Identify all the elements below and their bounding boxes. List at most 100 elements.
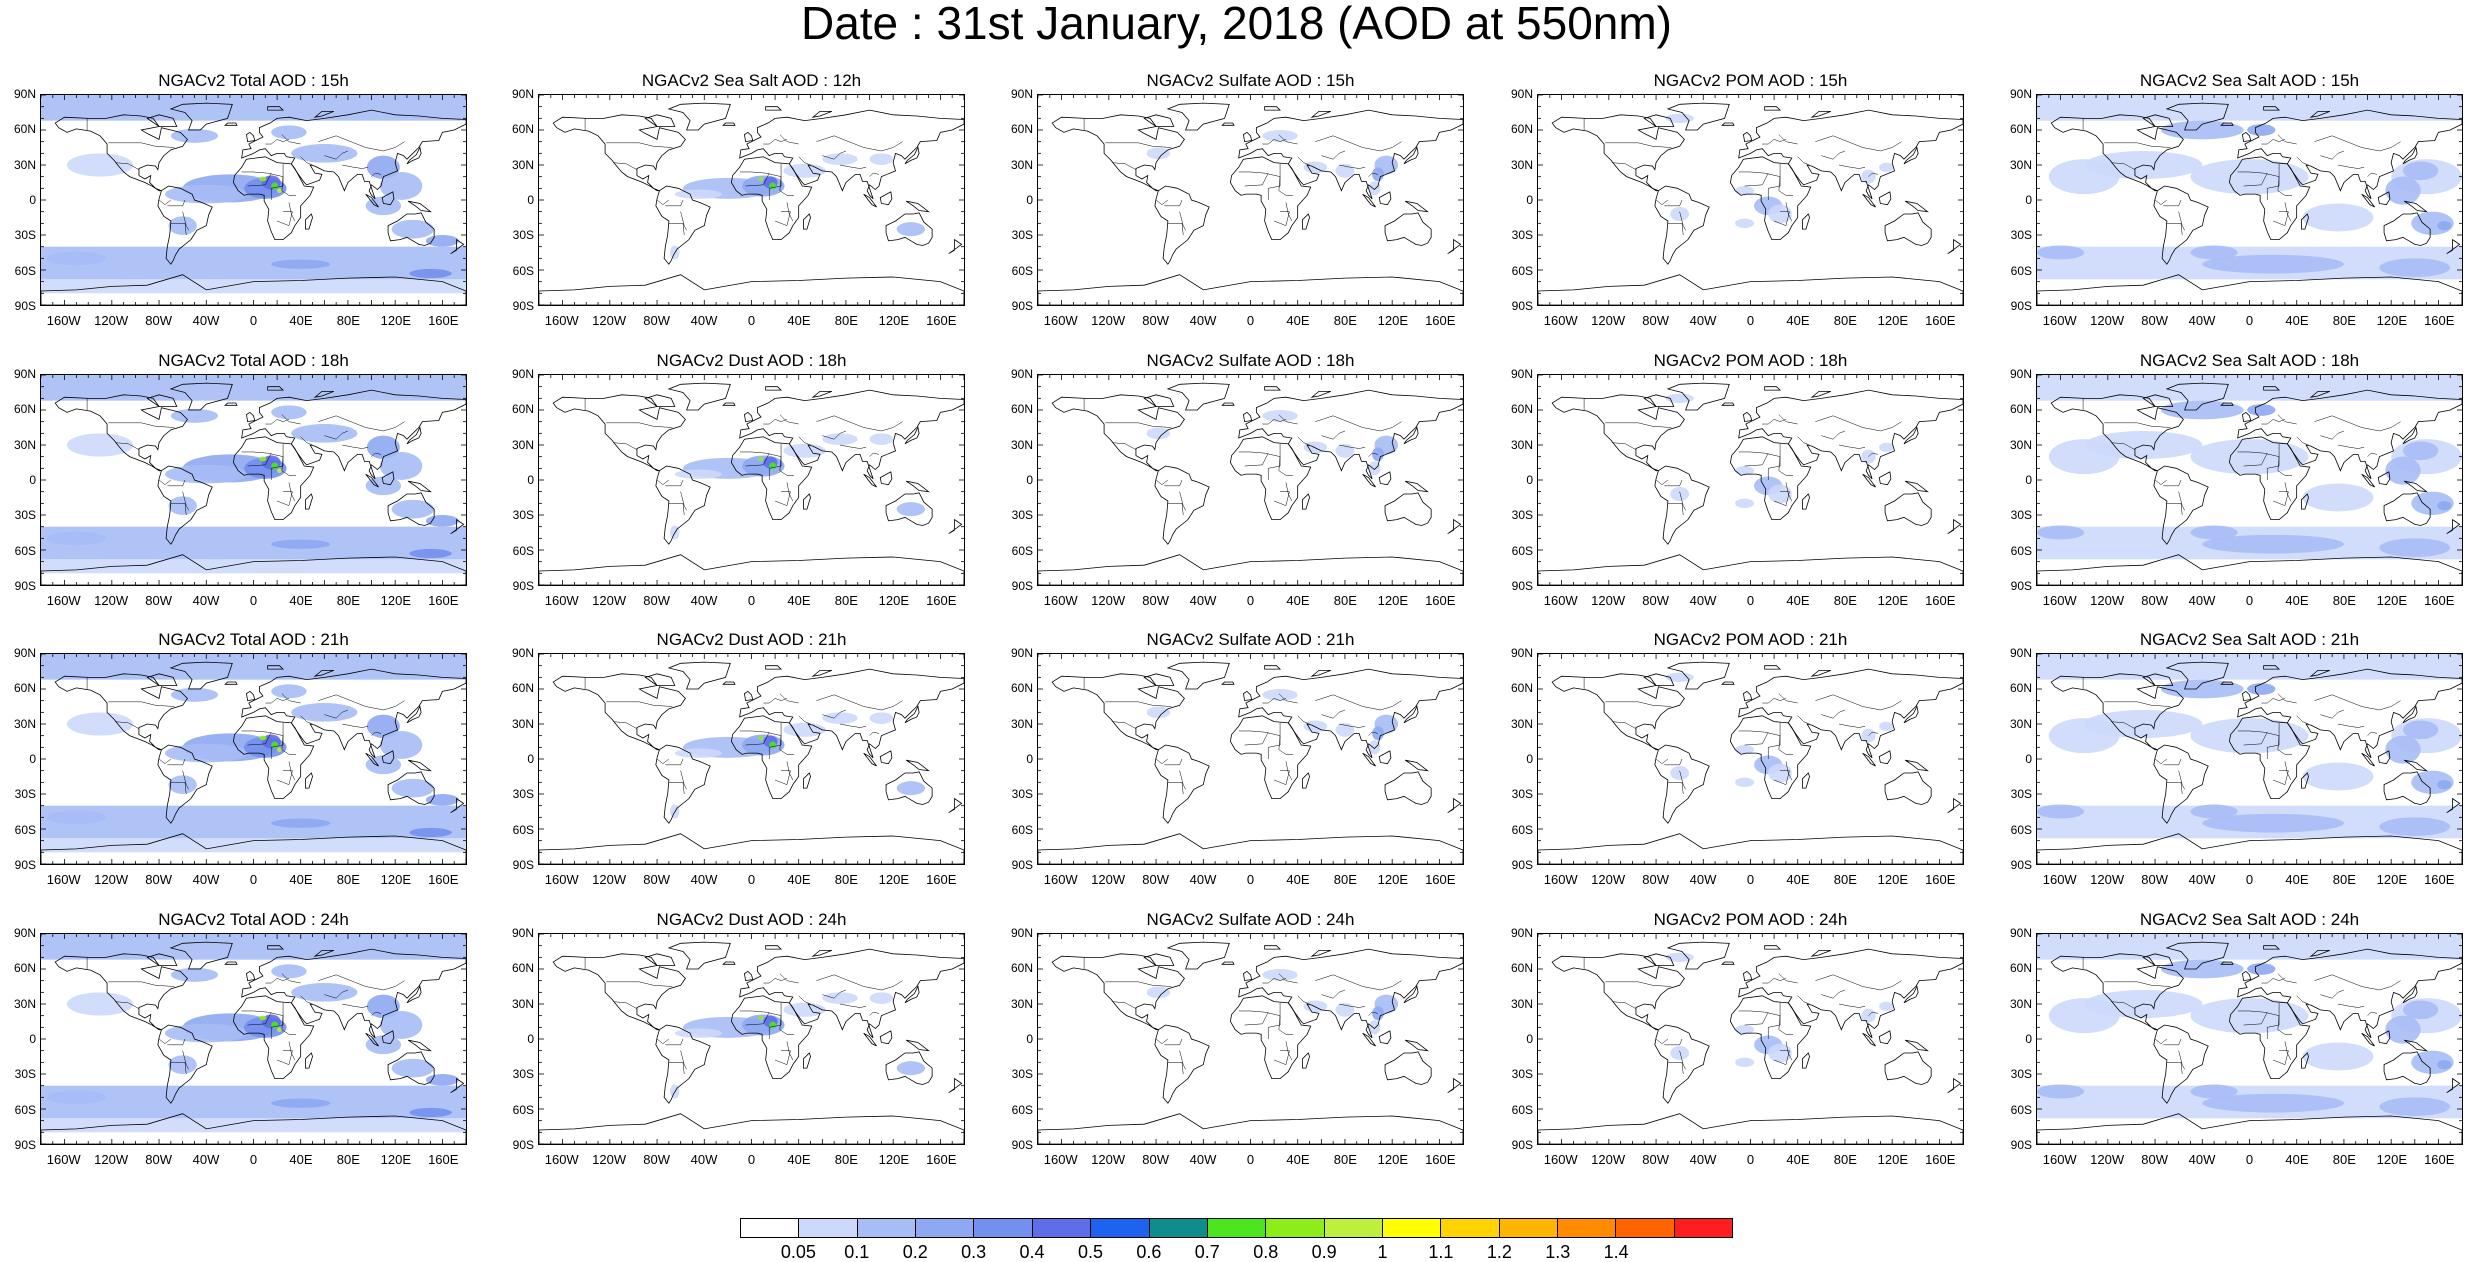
- country-border: [1297, 715, 1310, 725]
- coastline-sumatra: [365, 473, 379, 488]
- country-border: [1815, 694, 1902, 711]
- longitude-label: 120E: [380, 1152, 412, 1167]
- country-border: [108, 981, 175, 987]
- coastline-antarctica: [41, 554, 466, 585]
- country-border: [324, 150, 349, 160]
- country-border: [2154, 479, 2168, 485]
- aod-field: [769, 1021, 777, 1029]
- country-border: [2314, 135, 2401, 152]
- country-border: [774, 491, 791, 506]
- coastline-borneo: [2377, 750, 2391, 765]
- longitude-label: 120E: [2376, 872, 2408, 887]
- aod-field: [2202, 254, 2344, 274]
- longitude-label: 40W: [1689, 313, 1717, 328]
- coastline-eurasia: [1238, 948, 1463, 1039]
- country-border: [2284, 761, 2292, 781]
- coastline-novayaZemlya: [2309, 390, 2330, 398]
- longitude-label: 0: [1746, 313, 1755, 328]
- map-frame: [40, 94, 467, 306]
- coastline-eurasia: [739, 948, 964, 1039]
- latitude-label: 0: [2025, 752, 2032, 766]
- country-border: [613, 1001, 638, 1009]
- longitude-label: 40W: [1189, 313, 1217, 328]
- country-border: [1112, 1001, 1137, 1009]
- coastline-africa: [730, 156, 813, 241]
- country-border: [2163, 479, 2182, 487]
- country-border: [371, 452, 382, 457]
- country-border: [1112, 442, 1137, 450]
- country-border: [1278, 134, 1298, 145]
- country-border: [2277, 693, 2297, 704]
- aod-field: [1879, 442, 1894, 452]
- longitude-label: 80W: [643, 313, 670, 328]
- aod-field: [365, 755, 402, 775]
- country-border: [2277, 163, 2293, 196]
- country-border: [170, 782, 187, 794]
- aod-field: [170, 408, 219, 423]
- aod-field: [869, 433, 894, 445]
- longitude-label: 40E: [289, 593, 313, 608]
- aod-field: [869, 712, 894, 724]
- country-border: [668, 223, 685, 235]
- country-border: [2296, 156, 2309, 166]
- aod-field: [41, 559, 466, 574]
- longitude-label: 40W: [690, 593, 718, 608]
- coastline-newZealand: [450, 238, 465, 255]
- longitude-label: 0: [2245, 1152, 2254, 1167]
- longitude-label: 120E: [2376, 1152, 2408, 1167]
- coastline-antarctica: [1038, 833, 1463, 864]
- aod-field: [164, 464, 248, 484]
- country-border: [2320, 989, 2345, 999]
- longitude-label: 40W: [1689, 872, 1717, 887]
- aod-field: [271, 259, 331, 269]
- coastline-newGuinea: [2403, 759, 2428, 772]
- map-frame: [538, 94, 965, 306]
- country-border: [680, 1050, 687, 1070]
- aod-field: [168, 216, 197, 236]
- coastline-antarctica: [1038, 1113, 1463, 1144]
- map-frame: [1037, 653, 1464, 865]
- country-border: [665, 479, 684, 487]
- country-border: [1273, 491, 1290, 506]
- aod-field: [170, 967, 219, 982]
- coastline-baffin: [146, 394, 178, 407]
- country-border: [816, 415, 903, 432]
- longitude-label: 40W: [1689, 1152, 1717, 1167]
- coastline-svalbard: [1764, 386, 1782, 391]
- aod-field: [1735, 1025, 1755, 1035]
- longitude-label: 80W: [643, 1152, 670, 1167]
- latitude-label: 60S: [2010, 543, 2032, 558]
- coastline-sumatra: [1362, 193, 1376, 208]
- longitude-label: 80W: [1642, 872, 1669, 887]
- aod-field: [758, 1015, 764, 1021]
- aod-field: [271, 964, 307, 979]
- coastline-newGuinea: [407, 200, 432, 213]
- colorbar-box: [1616, 1219, 1675, 1237]
- aod-field: [2385, 456, 2421, 485]
- longitude-label: 160W: [544, 1152, 579, 1167]
- aod-field: [277, 468, 282, 473]
- country-border: [167, 758, 186, 766]
- country-border: [324, 989, 349, 999]
- world-map: [2037, 934, 2462, 1144]
- country-border: [822, 430, 847, 440]
- coastline-antarctica: [1038, 554, 1463, 585]
- longitude-label: 160E: [2424, 1152, 2455, 1167]
- latitude-label: 60N: [1510, 402, 1533, 417]
- coastline-sumatra: [863, 1032, 877, 1047]
- latitude-label: 30S: [512, 228, 534, 243]
- world-map: [539, 654, 964, 864]
- country-border: [606, 701, 673, 707]
- country-border: [288, 482, 296, 502]
- map-panel-sulfate-18h: NGACv2 Sulfate AOD : 18h: [1037, 351, 1464, 586]
- coastline-novayaZemlya: [313, 949, 334, 957]
- coastline-uk: [1742, 970, 1753, 982]
- aod-field: [1665, 952, 1694, 962]
- country-border: [1815, 974, 1902, 991]
- coastline-madagascar: [305, 1052, 313, 1069]
- world-map: [1038, 95, 1463, 305]
- country-border: [2277, 414, 2297, 425]
- country-border: [763, 419, 788, 425]
- coastline-southAmerica: [2153, 465, 2209, 545]
- country-border: [182, 211, 189, 231]
